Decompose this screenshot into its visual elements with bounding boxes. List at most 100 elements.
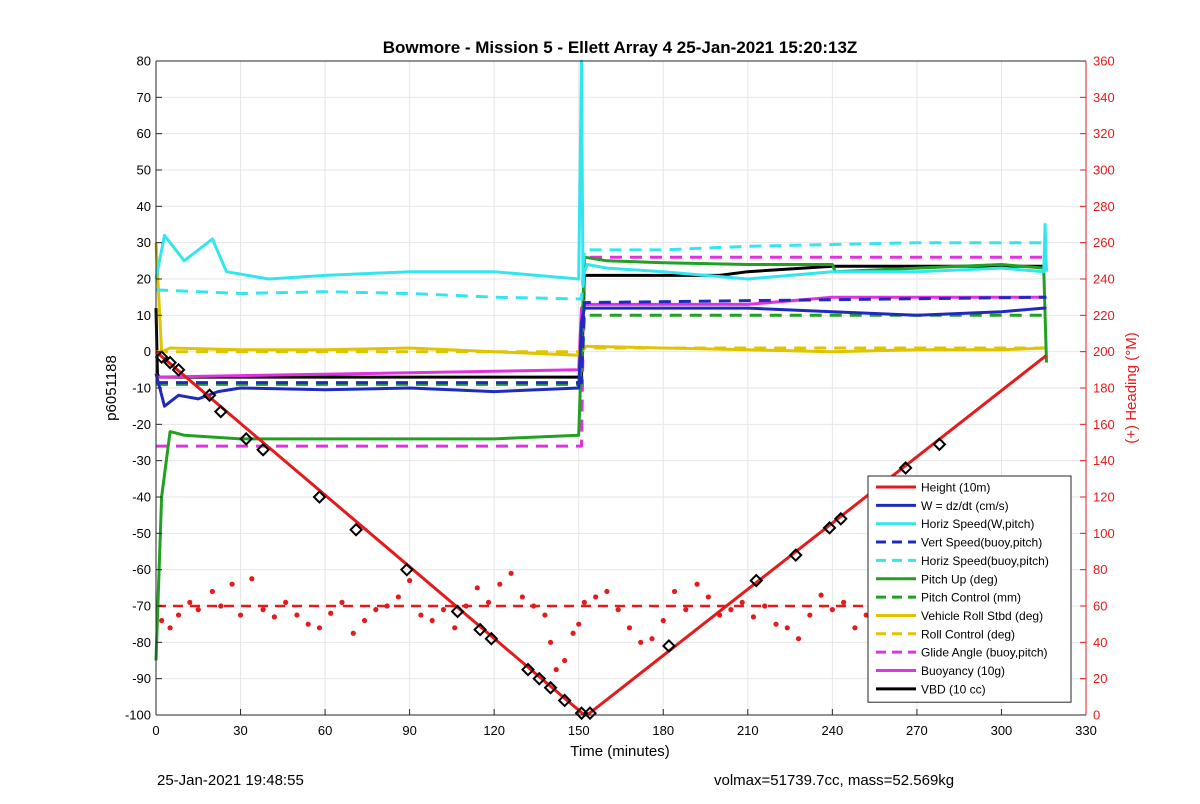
heading-point [773, 621, 779, 627]
x-tick-label: 120 [483, 723, 505, 738]
heading-point [429, 617, 435, 624]
x-tick-label: 150 [568, 723, 590, 738]
heading-point [683, 607, 689, 613]
y2-tick-label: 360 [1093, 54, 1115, 69]
height-marker [312, 490, 327, 504]
height-marker [154, 350, 169, 365]
heading-point [175, 612, 182, 618]
series-line-vert-speed-buoy-pitch [156, 295, 1047, 385]
y-tick-label: -40 [132, 490, 151, 505]
heading-point [852, 625, 858, 631]
heading-point [229, 581, 235, 587]
heading-point [418, 612, 424, 618]
height-marker [822, 520, 837, 535]
y2-tick-label: 40 [1093, 635, 1107, 650]
y2-tick-label: 260 [1093, 235, 1115, 250]
series-line-w-dz-dt-cm-s [154, 306, 1047, 408]
height-marker [256, 442, 271, 457]
heading-point [407, 577, 413, 584]
heading-point [829, 607, 835, 613]
height-marker [450, 604, 465, 619]
heading-point [671, 588, 678, 595]
heading-point [547, 639, 554, 645]
heading-point [249, 576, 255, 582]
y2-tick-label: 320 [1093, 126, 1115, 141]
heading-point [395, 594, 401, 600]
y-tick-label: 10 [137, 308, 151, 323]
heading-point [485, 599, 492, 605]
y2-tick-label: 200 [1093, 344, 1115, 359]
footer-timestamp: 25-Jan-2021 19:48:55 [157, 772, 304, 789]
height-marker [163, 355, 178, 370]
heading-point [762, 603, 768, 609]
heading-point [497, 581, 503, 587]
x-tick-label: 240 [822, 723, 844, 738]
x-tick-label: 330 [1075, 723, 1097, 738]
y-tick-label: 40 [137, 199, 151, 214]
y2-tick-label: 120 [1093, 490, 1115, 505]
y-tick-label: -80 [132, 635, 151, 650]
heading-point [576, 621, 582, 627]
heading-point [728, 607, 734, 613]
heading-point [237, 612, 244, 618]
heading-point [339, 599, 345, 605]
chart-title: Bowmore - Mission 5 - Ellett Array 4 25-… [383, 38, 858, 57]
heading-point [581, 599, 587, 605]
x-tick-label: 60 [318, 723, 332, 738]
heading-point [271, 614, 277, 620]
series-line-horiz-speed-w-pitch [154, 59, 1048, 288]
heading-point [626, 625, 633, 631]
heading-point [750, 614, 757, 620]
y2-tick-label: 80 [1093, 562, 1107, 577]
height-marker [661, 639, 676, 653]
y2-tick-label: 60 [1093, 599, 1107, 614]
legend-label: VBD (10 cc) [921, 682, 986, 696]
y2-tick-label: 100 [1093, 526, 1115, 541]
heading-point [795, 636, 802, 642]
heading-point [283, 599, 289, 605]
height-marker [239, 431, 254, 446]
height-marker [543, 680, 558, 695]
legend-box [867, 475, 1072, 703]
y-tick-label: -100 [125, 708, 151, 723]
y-tick-label: -10 [132, 381, 151, 396]
legend-label: Horiz Speed(W,pitch) [921, 517, 1034, 531]
heading-point [649, 636, 655, 642]
series-line-glide-angle-buoy-pitch [156, 255, 1047, 448]
height-marker [788, 548, 803, 563]
heading-point [361, 617, 368, 624]
y-tick-label: 30 [137, 235, 151, 250]
height-marker [833, 511, 848, 526]
heading-point [863, 612, 869, 618]
heading-point [553, 666, 559, 673]
heading-point [562, 657, 568, 664]
height-marker [349, 522, 364, 537]
y2-tick-label: 20 [1093, 671, 1107, 686]
x-tick-label: 210 [737, 723, 759, 738]
x-axis-label: Time (minutes) [570, 743, 669, 760]
x-tick-label: 90 [402, 723, 416, 738]
heading-point [638, 639, 644, 645]
legend-label: Pitch Control (mm) [921, 591, 1021, 605]
height-marker [521, 662, 535, 677]
height-marker [532, 671, 547, 686]
heading-point [187, 599, 193, 605]
y-tick-label: 0 [144, 344, 151, 359]
heading-point [818, 592, 824, 598]
height-marker [484, 631, 499, 646]
x-tick-label: 0 [152, 723, 159, 738]
heading-point [260, 607, 266, 613]
height-marker [171, 362, 186, 377]
y-tick-label: 20 [137, 272, 151, 287]
y2-tick-label: 240 [1093, 272, 1115, 287]
legend-label: Height (10m) [921, 481, 990, 495]
y-tick-label: -90 [132, 671, 151, 686]
y2-axis-label: (+) Heading (°M) [1123, 332, 1140, 443]
y-tick-label: 50 [137, 163, 151, 178]
y-tick-label: -70 [132, 599, 151, 614]
heading-point [570, 630, 576, 636]
y2-tick-label: 300 [1093, 163, 1115, 178]
heading-point [694, 581, 700, 587]
legend-label: Pitch Up (deg) [921, 572, 998, 586]
legend-label: Roll Control (deg) [921, 627, 1015, 641]
